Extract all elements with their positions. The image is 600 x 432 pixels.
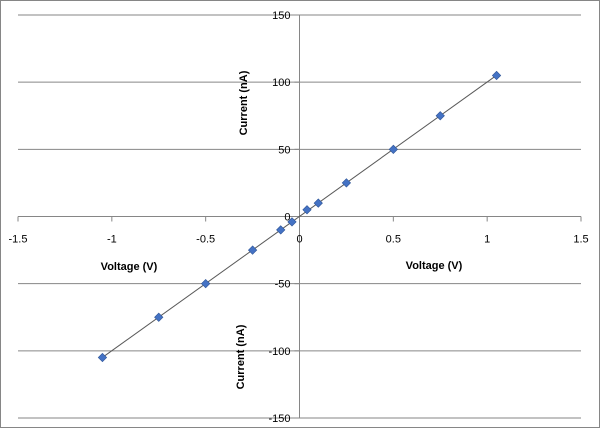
x-tick-label: -0.5 [196,234,215,246]
y-tick-label: 100 [272,77,290,89]
data-point [201,279,211,289]
data-point [97,352,108,363]
data-point [247,245,258,255]
x-axis-title-left: Voltage (V) [101,261,158,273]
trendline-group [102,74,497,358]
y-tick-label: -50 [275,279,291,291]
data-point [341,178,352,188]
x-tick-label: -1.5 [9,234,28,246]
y-tick-label: 0 [284,212,290,224]
y-tick-labels: 150 100 50 0 -50 -100 -150 [268,10,290,425]
y-axis-title-top: Current (nA) [238,70,250,135]
y-tick-label: -150 [268,413,290,425]
x-tick-label: 0 [296,234,302,246]
y-tick-label: 50 [278,144,290,156]
x-axis-title-right: Voltage (V) [406,260,463,272]
x-tick-label: 0.5 [386,234,401,246]
data-point [287,217,297,227]
data-point [491,70,502,81]
y-axis-title-bottom: Current (nA) [235,324,247,389]
trendline [102,74,497,358]
data-point [388,144,398,154]
x-tick-label: 1.5 [573,234,588,246]
x-tick-label: 1 [484,234,490,246]
x-tick-labels: -1.5 -1 -0.5 0 0.5 1 1.5 [9,234,589,246]
y-tick-label: -100 [268,346,290,358]
data-point [302,205,312,215]
data-point [435,111,445,121]
x-tick-label: -1 [107,234,117,246]
y-tick-label: 150 [272,10,290,22]
data-points [97,70,502,363]
data-point [276,225,286,235]
data-point [154,312,164,322]
data-point [313,198,323,208]
